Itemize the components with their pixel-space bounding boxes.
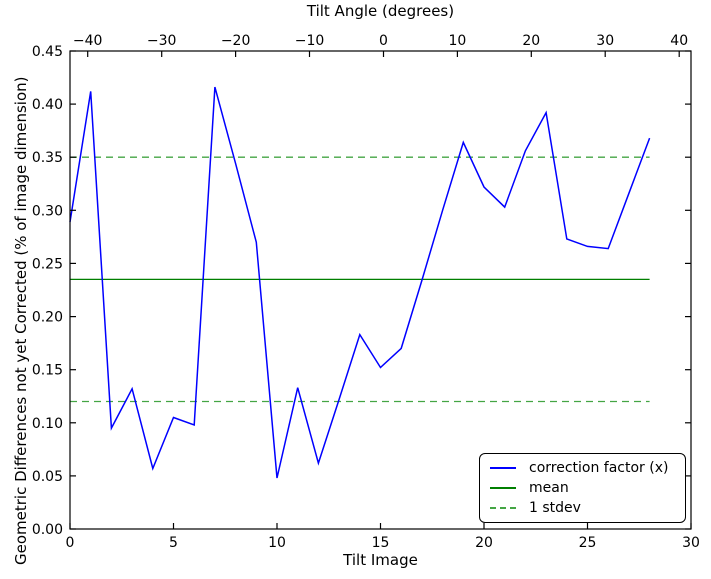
top-tick-label: 20 [522,33,540,49]
legend-label-correction-factor: correction factor (x) [529,460,669,476]
y-tick-label: 0.45 [32,44,63,60]
top-tick-label: 0 [379,33,388,49]
x-tick-label: 0 [66,535,75,551]
legend-label-stdev: 1 stdev [529,500,581,516]
top-tick-label: 30 [596,33,614,49]
y-tick-label: 0.05 [32,469,63,485]
legend-item-mean: mean [490,478,681,498]
y-axis-title: Geometric Differences not yet Corrected … [12,76,30,565]
legend-line-sample-blue-icon [490,467,516,469]
legend-label-mean: mean [529,480,569,496]
top-tick-label: −10 [295,33,325,49]
y-tick-label: 0.00 [32,522,63,538]
x-tick-label: 20 [475,535,493,551]
y-tick-label: 0.35 [32,150,63,166]
top-tick-label: 10 [448,33,466,49]
legend: correction factor (x) mean 1 stdev [479,453,686,523]
y-tick-label: 0.10 [32,416,63,432]
y-tick-label: 0.15 [32,363,63,379]
y-tick-label: 0.30 [32,203,63,219]
y-tick-label: 0.25 [32,256,63,272]
correction-factor-line [69,86,651,479]
legend-line-sample-green-icon [490,487,516,489]
x-tick-label: 25 [579,535,597,551]
top-axis-title: Tilt Angle (degrees) [306,2,455,20]
top-tick-label: −20 [221,33,251,49]
y-tick-label: 0.20 [32,310,63,326]
legend-line-sample-dashed-green-icon [490,507,516,509]
x-axis-title: Tilt Image [343,551,418,569]
y-tick-label: 0.40 [32,97,63,113]
top-tick-label: −40 [73,33,103,49]
top-tick-label: 40 [670,33,688,49]
x-tick-label: 30 [682,535,700,551]
legend-item-stdev: 1 stdev [490,498,681,518]
top-tick-label: −30 [147,33,177,49]
x-tick-label: 15 [372,535,390,551]
legend-item-correction-factor: correction factor (x) [490,458,681,478]
x-tick-label: 5 [169,535,178,551]
x-tick-label: 10 [268,535,286,551]
